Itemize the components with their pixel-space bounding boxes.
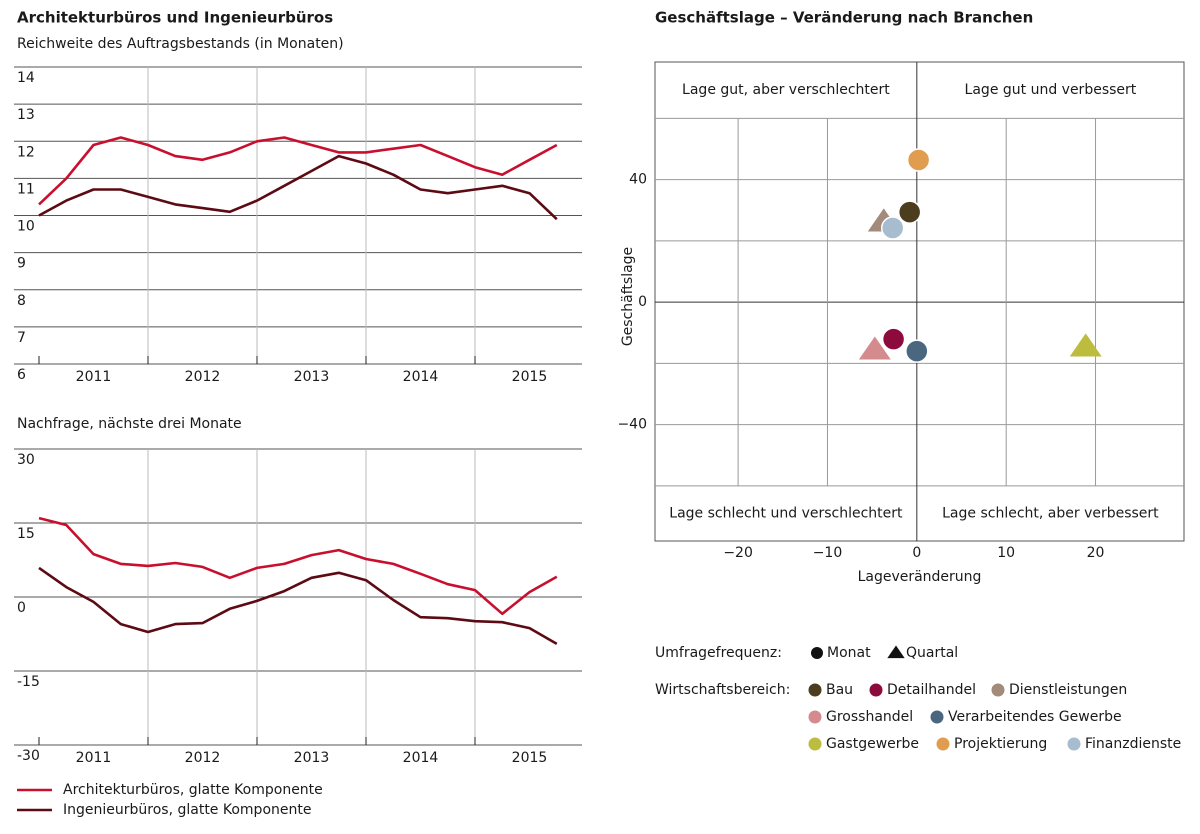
legend-swatch: [808, 710, 822, 724]
y-tick-label: 0: [638, 294, 647, 310]
line-series: [38, 136, 558, 206]
legend-swatch: [991, 683, 1005, 697]
legend-label: Ingenieurbüros, glatte Komponente: [63, 802, 311, 818]
y-axis-label: Geschäftslage: [620, 247, 636, 346]
x-tick-label: 2012: [185, 750, 221, 766]
point: [905, 339, 929, 363]
x-tick-label: 2015: [512, 369, 548, 385]
line-series: [38, 566, 558, 646]
legend-label: Grosshandel: [826, 709, 913, 725]
x-axis-label: Lageveränderung: [858, 569, 982, 585]
y-tick-label: 7: [17, 330, 26, 346]
y-tick-label: 40: [629, 172, 647, 188]
y-tick-label: 12: [17, 144, 35, 160]
legend-title: Wirtschaftsbereich:: [655, 682, 790, 698]
point: [881, 327, 906, 351]
y-tick-label: 30: [17, 452, 35, 468]
legend-swatch: [808, 683, 822, 697]
y-tick-label: 14: [17, 70, 35, 86]
y-tick-label: 13: [17, 107, 35, 123]
x-tick-label: 10: [997, 545, 1015, 561]
legend-swatch: [869, 683, 883, 697]
x-tick-label: 2013: [294, 750, 330, 766]
chart-title: Geschäftslage – Veränderung nach Branche…: [655, 9, 1033, 27]
point: [858, 336, 891, 360]
legend-marker: [811, 647, 823, 659]
y-tick-label: 9: [17, 256, 26, 272]
legend-title: Umfragefrequenz:: [655, 645, 782, 661]
x-tick-label: 2011: [76, 369, 112, 385]
x-tick-label: −10: [813, 545, 843, 561]
legend-label: Monat: [827, 645, 871, 661]
legend-swatch: [930, 710, 944, 724]
quadrant-label: Lage schlecht und verschlechtert: [669, 505, 903, 521]
y-tick-label: 15: [17, 526, 35, 542]
y-tick-label: 10: [17, 219, 35, 235]
legend-label: Quartal: [906, 645, 958, 661]
legend-swatch: [808, 737, 822, 751]
x-tick-label: 0: [912, 545, 921, 561]
chart-subtitle: Reichweite des Auftragsbestands (in Mona…: [17, 36, 344, 52]
x-tick-label: 2012: [185, 369, 221, 385]
x-tick-label: 2014: [403, 750, 439, 766]
legend-label: Architekturbüros, glatte Komponente: [63, 782, 323, 798]
x-tick-label: 2011: [76, 750, 112, 766]
quadrant-label: Lage gut, aber verschlechtert: [682, 82, 890, 98]
legend-label: Projektierung: [954, 736, 1047, 752]
line-series: [38, 154, 558, 221]
point: [897, 200, 922, 224]
chart-subtitle: Nachfrage, nächste drei Monate: [17, 416, 242, 432]
y-tick-label: -30: [17, 748, 40, 764]
legend-label: Gastgewerbe: [826, 736, 919, 752]
legend-label: Bau: [826, 682, 853, 698]
x-tick-label: 2015: [512, 750, 548, 766]
point: [1069, 333, 1102, 357]
line-series: [38, 516, 558, 616]
x-tick-label: 2014: [403, 369, 439, 385]
point: [880, 216, 905, 240]
y-tick-label: 11: [17, 181, 35, 197]
quadrant-label: Lage gut und verbessert: [965, 82, 1137, 98]
y-tick-label: 8: [17, 293, 26, 309]
x-tick-label: 20: [1087, 545, 1105, 561]
point: [906, 148, 931, 172]
legend-swatch: [1067, 737, 1081, 751]
x-tick-label: −20: [723, 545, 753, 561]
x-tick-label: 2013: [294, 369, 330, 385]
legend-swatch: [936, 737, 950, 751]
y-tick-label: 6: [17, 367, 26, 383]
y-tick-label: 0: [17, 600, 26, 616]
chart-title: Architekturbüros und Ingenieurbüros: [17, 9, 333, 27]
legend-label: Detailhandel: [887, 682, 976, 698]
legend-label: Finanzdienste: [1085, 736, 1181, 752]
y-tick-label: -15: [17, 674, 40, 690]
y-tick-label: −40: [617, 417, 647, 433]
legend-label: Verarbeitendes Gewerbe: [948, 709, 1122, 725]
quadrant-label: Lage schlecht, aber verbessert: [942, 505, 1159, 521]
legend-marker: [887, 645, 905, 659]
legend-label: Dienstleistungen: [1009, 682, 1127, 698]
plot-frame: [654, 61, 1185, 542]
